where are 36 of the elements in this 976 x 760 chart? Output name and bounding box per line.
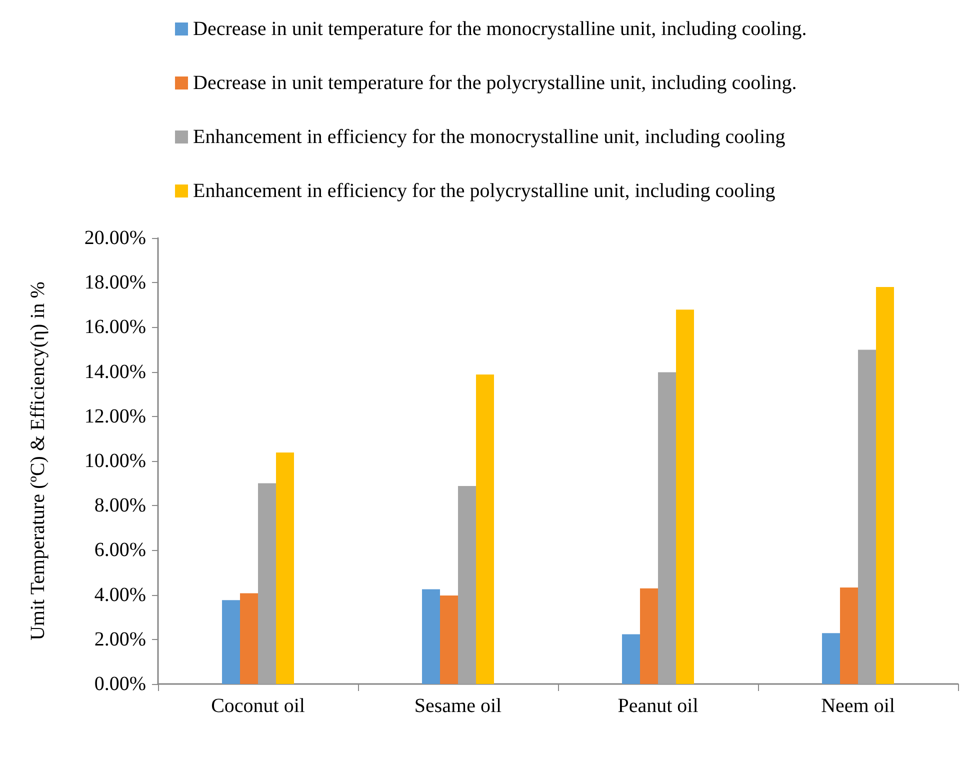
y-tick-label: 6.00%	[94, 539, 146, 562]
y-tick-label: 20.00%	[84, 227, 146, 249]
bar	[440, 595, 458, 684]
bar	[458, 486, 476, 684]
bar	[676, 310, 694, 684]
y-tick-label: 10.00%	[84, 450, 146, 472]
bar	[840, 587, 858, 684]
y-axis-title: Umit Temperature (ºC) & Efficiency(η) in %	[27, 282, 49, 640]
y-tick-label: 4.00%	[94, 584, 146, 606]
bar	[640, 588, 658, 684]
bar	[658, 372, 676, 684]
x-tick-label: Neem oil	[821, 695, 896, 717]
bar	[276, 452, 294, 684]
y-tick-label: 2.00%	[94, 628, 146, 650]
bar	[258, 483, 276, 684]
bar	[822, 633, 840, 684]
legend-label: Enhancement in efficiency for the monocrystalline unit, including cooling	[193, 126, 786, 148]
bar	[422, 589, 440, 684]
bar	[876, 287, 894, 684]
y-tick-label: 12.00%	[84, 405, 146, 428]
bar	[240, 593, 258, 684]
y-tick-label: 8.00%	[94, 494, 146, 517]
bar	[622, 634, 640, 684]
legend-label: Decrease in unit temperature for the polycrystalline unit, including cooling.	[193, 72, 797, 94]
x-tick-label: Sesame oil	[414, 695, 502, 717]
bar	[222, 600, 240, 684]
legend-label: Enhancement in efficiency for the polycrystalline unit, including cooling	[193, 180, 776, 202]
legend-label: Decrease in unit temperature for the monocrystalline unit, including cooling.	[193, 18, 807, 40]
y-tick-label: 18.00%	[84, 272, 146, 294]
y-tick-label: 14.00%	[84, 360, 146, 383]
bar	[476, 374, 494, 684]
x-tick-label: Peanut oil	[618, 695, 699, 717]
y-tick-label: 16.00%	[84, 316, 146, 338]
y-tick-label: 0.00%	[94, 673, 146, 695]
bar	[858, 350, 876, 684]
x-tick-label: Coconut oil	[211, 695, 306, 717]
